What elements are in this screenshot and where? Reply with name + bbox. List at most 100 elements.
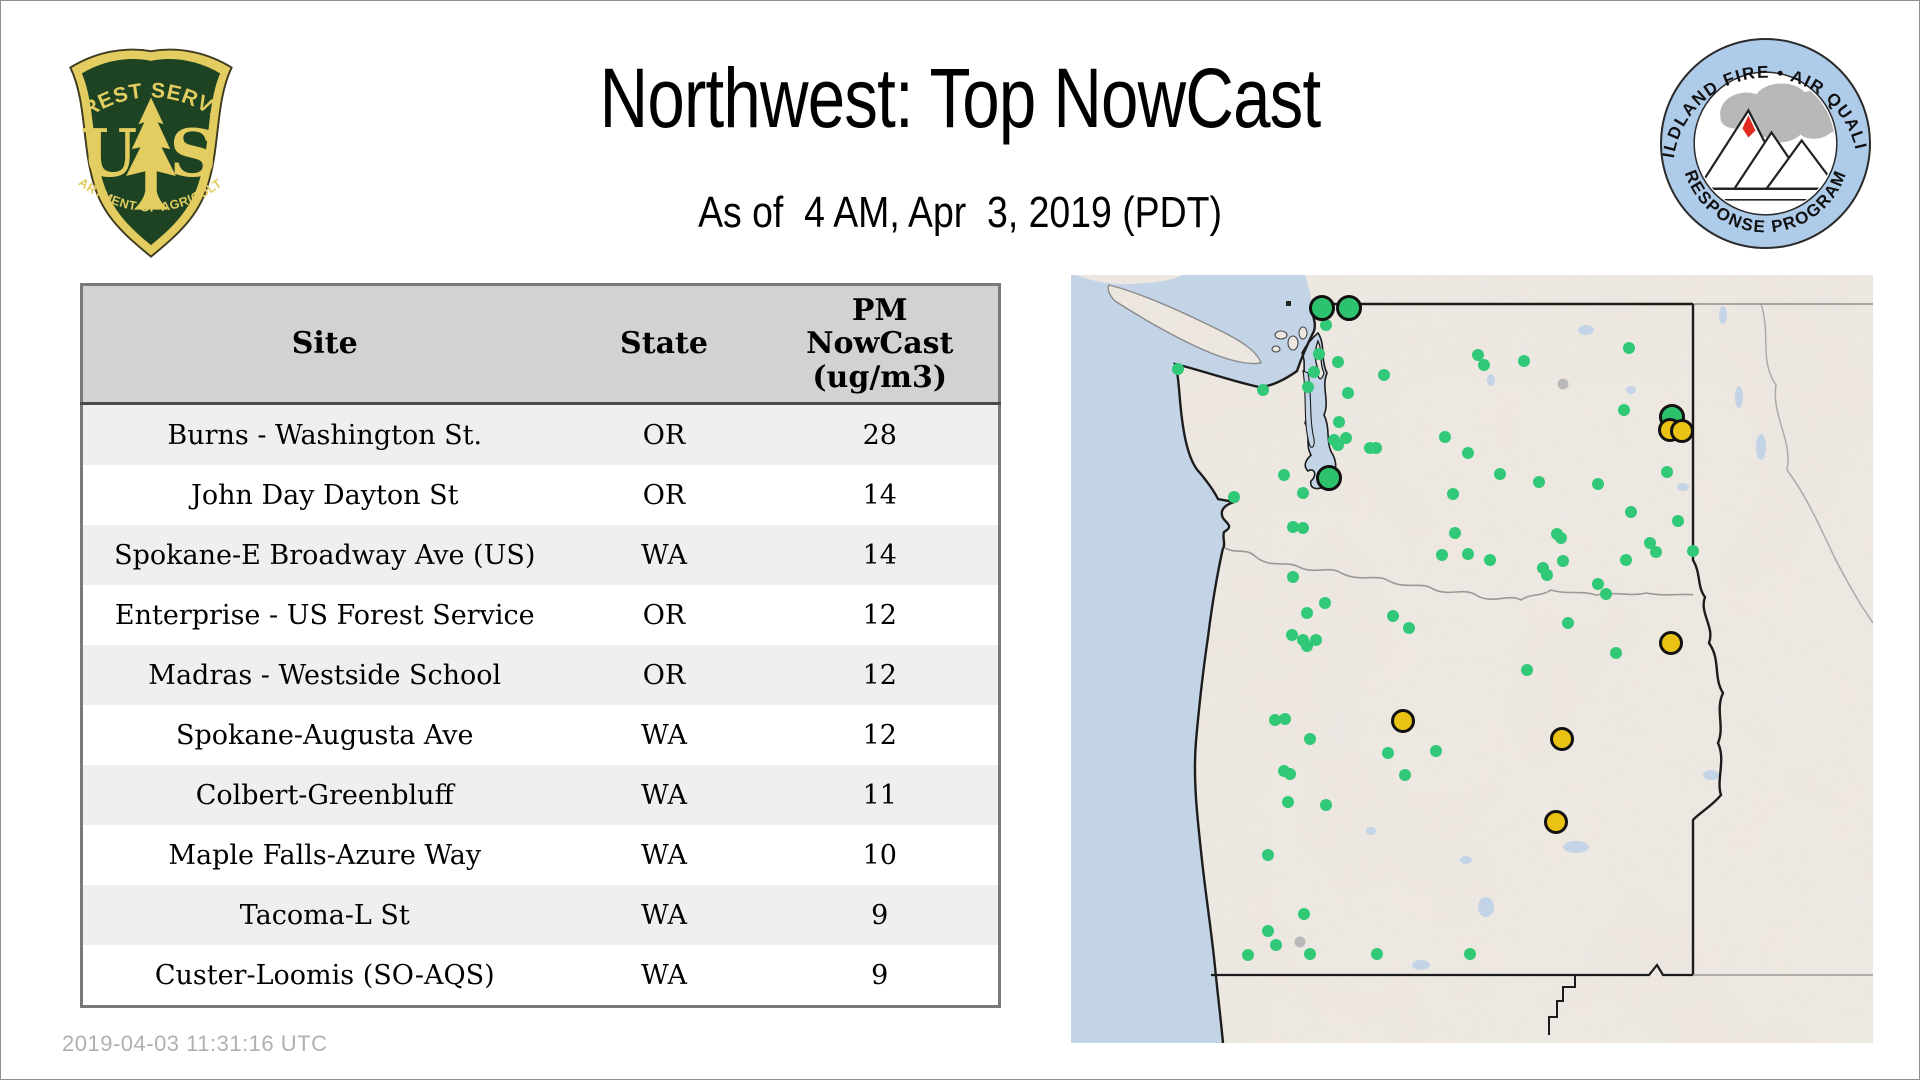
monitor-dot-good (1304, 733, 1316, 745)
monitor-dot-good (1518, 355, 1530, 367)
forest-service-logo: FOREST SERVICE U S DEPARTMENT OF AGRICUL… (46, 27, 247, 269)
nowcast-map (1071, 275, 1874, 1044)
monitor-dot-good (1308, 366, 1320, 378)
monitor-dot-good (1333, 416, 1345, 428)
monitor-dot-good (1687, 545, 1699, 557)
monitor-dot-good (1302, 381, 1314, 393)
monitor-dot-good (1462, 447, 1474, 459)
site-cell: Madras - Westside School (81, 645, 567, 705)
vancouver-island-outline (1107, 284, 1262, 365)
monitor-dot-good (1430, 745, 1442, 757)
monitor-dot-good (1672, 515, 1684, 527)
forest-service-shield: FOREST SERVICE U S DEPARTMENT OF AGRICUL… (46, 27, 233, 258)
site-cell: Spokane-Augusta Ave (81, 705, 567, 765)
monitor-dot-good (1313, 348, 1325, 360)
monitor-dot-good (1297, 487, 1309, 499)
monitor-dot-good (1298, 908, 1310, 920)
lakes (1366, 306, 1766, 970)
value-cell: 9 (761, 945, 1000, 1007)
flame-icon (1742, 115, 1756, 138)
monitor-dot-good (1521, 664, 1533, 676)
monitor-dot-good (1287, 521, 1299, 533)
state-cell: WA (566, 705, 762, 765)
monitor-dot-good (1286, 629, 1298, 641)
nevada-california-steps (1548, 975, 1576, 1035)
monitor-dot-good (1620, 554, 1632, 566)
state-cell: OR (566, 645, 762, 705)
map-svg (1071, 275, 1874, 1044)
oregon-california-border (1211, 963, 1693, 977)
map-markers (1172, 295, 1699, 961)
monitor-dot-good (1592, 578, 1604, 590)
monitor-dot-good (1484, 554, 1496, 566)
monitor-dot-good (1279, 713, 1291, 725)
monitor-dot-good (1332, 356, 1344, 368)
monitor-dot-good (1310, 634, 1322, 646)
state-cell: OR (566, 585, 762, 645)
value-cell: 12 (761, 585, 1000, 645)
monitor-dot-good (1332, 439, 1344, 451)
monitor-dot-good (1278, 469, 1290, 481)
monitor-dot-good (1623, 342, 1635, 354)
column-header: PM NowCast (ug/m3) (761, 284, 1000, 405)
site-cell: Burns - Washington St. (81, 403, 567, 465)
monitor-dot-good (1541, 569, 1553, 581)
monitor-dot-good (1284, 768, 1296, 780)
monitor-dot-good (1320, 319, 1332, 331)
monitor-dot-good (1399, 769, 1411, 781)
monitor-dot-good (1257, 384, 1269, 396)
monitor-dot-good (1304, 948, 1316, 960)
san-juan-islands (1271, 326, 1308, 353)
monitor-dot-good (1297, 522, 1309, 534)
monitor-dot-good (1661, 466, 1673, 478)
monitor-dot-good (1650, 546, 1662, 558)
monitor-dot-good (1262, 925, 1274, 937)
monitor-dot-good (1610, 647, 1622, 659)
table-row: Colbert-Greenbluff WA 11 (81, 765, 1000, 825)
site-cell: Maple Falls-Azure Way (81, 825, 567, 885)
monitor-dot-good (1270, 939, 1282, 951)
monitor-dot-good (1562, 617, 1574, 629)
nowcast-table: Site State PM NowCast (ug/m3) Burns - Wash… (80, 283, 1001, 1008)
monitor-dot-good (1462, 548, 1474, 560)
monitor-dot-good (1472, 349, 1484, 361)
table-header-row: Site State PM NowCast (ug/m3) (81, 284, 1000, 405)
monitor-dot-good (1439, 431, 1451, 443)
table-row: John Day Dayton St OR 14 (81, 465, 1000, 525)
monitor-dot-good (1447, 488, 1459, 500)
top-site-marker-good (1309, 295, 1335, 321)
table-body: Burns - Washington St. OR 28 John Day Dayto… (81, 403, 1000, 1007)
monitor-dot-good (1436, 549, 1448, 561)
monitor-dot-nodata (1557, 378, 1569, 390)
state-cell: OR (566, 403, 762, 465)
site-cell: Enterprise - US Forest Service (81, 585, 567, 645)
site-cell: Colbert-Greenbluff (81, 765, 567, 825)
column-header: State (566, 284, 762, 405)
table-row: Enterprise - US Forest Service OR 12 (81, 585, 1000, 645)
monitor-dot-good (1242, 949, 1254, 961)
monitor-dot-good (1269, 714, 1281, 726)
table-row: Spokane-Augusta Ave WA 12 (81, 705, 1000, 765)
state-cell: OR (566, 465, 762, 525)
monitor-dot-good (1342, 387, 1354, 399)
state-cell: WA (566, 525, 762, 585)
top-site-marker-moderate (1544, 810, 1568, 834)
monitor-dot-good (1364, 442, 1376, 454)
value-cell: 10 (761, 825, 1000, 885)
page-title: Northwest: Top NowCast (599, 51, 1321, 145)
monitor-dot-good (1644, 537, 1656, 549)
wfaqrp-logo: WILDLAND FIRE • AIR QUALITY RESPONSE PRO… (1649, 21, 1873, 256)
table-row: Tacoma-L St WA 9 (81, 885, 1000, 945)
value-cell: 12 (761, 645, 1000, 705)
monitor-dot-good (1340, 432, 1352, 444)
top-site-marker-moderate (1550, 727, 1574, 751)
table-row: Madras - Westside School OR 12 (81, 645, 1000, 705)
monitor-dot-good (1301, 640, 1313, 652)
monitor-dot-good (1592, 478, 1604, 490)
table-row: Maple Falls-Azure Way WA 10 (81, 825, 1000, 885)
monitor-dot-good (1301, 607, 1313, 619)
shield-monogram-u: U (80, 116, 137, 192)
monitor-dot-good (1403, 622, 1415, 634)
site-cell: John Day Dayton St (81, 465, 567, 525)
table-row: Custer-Loomis (SO-AQS) WA 9 (81, 945, 1000, 1007)
